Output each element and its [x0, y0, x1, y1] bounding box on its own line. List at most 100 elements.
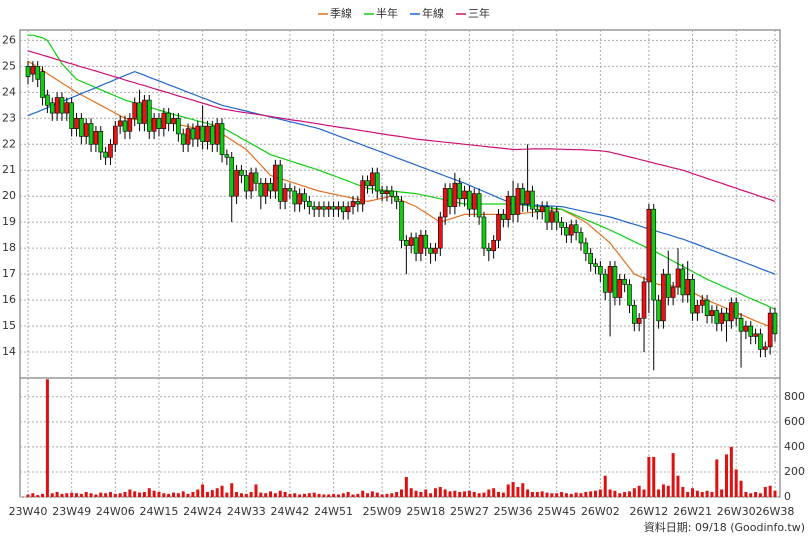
- volume-bar: [312, 492, 316, 497]
- candle-body: [632, 304, 637, 324]
- volume-bar: [380, 494, 384, 497]
- candle-body: [365, 180, 370, 187]
- candle-body: [311, 206, 317, 210]
- volume-bar: [191, 491, 195, 497]
- volume-bar: [463, 491, 467, 497]
- volume-bar: [443, 489, 447, 497]
- candle-body: [544, 206, 550, 223]
- volume-bar: [176, 493, 180, 497]
- volume-bar: [142, 491, 146, 497]
- candle-body: [481, 216, 487, 249]
- volume-bar: [361, 490, 365, 497]
- volume-bar: [293, 493, 297, 497]
- candle-body: [273, 164, 278, 192]
- candle-body: [113, 125, 118, 145]
- volume-bar: [370, 491, 374, 497]
- candle-body: [394, 195, 399, 202]
- volume-bar: [400, 489, 403, 497]
- candle-body: [428, 247, 433, 254]
- volume-bar: [511, 481, 515, 497]
- volume-bar: [729, 446, 733, 497]
- volume-bar: [60, 493, 64, 497]
- candle-body: [661, 273, 666, 322]
- candle-body: [166, 112, 171, 124]
- volume-bar: [65, 493, 69, 497]
- volume-bar: [55, 491, 59, 497]
- volume-bar: [521, 483, 525, 497]
- volume-bar: [438, 486, 442, 497]
- volume-bar: [113, 493, 117, 497]
- candle-body: [413, 237, 419, 254]
- y-tick-label: 20: [2, 189, 16, 202]
- candle-body: [146, 99, 152, 132]
- volume-bar: [720, 489, 724, 497]
- volume-bar: [429, 493, 433, 497]
- volume-bar: [239, 493, 243, 497]
- candle-body: [670, 286, 676, 298]
- volume-bar: [433, 488, 437, 497]
- candle-body: [243, 175, 249, 192]
- volume-bar: [385, 493, 389, 497]
- candle-body: [568, 224, 574, 236]
- candle-body: [598, 266, 603, 275]
- x-tick-label: 24W15: [140, 505, 179, 518]
- candle-body: [719, 312, 724, 324]
- candle-body: [229, 156, 235, 197]
- candle-body: [370, 172, 375, 187]
- volume-bar: [215, 488, 219, 497]
- candle-body: [79, 117, 84, 137]
- candle-body: [374, 172, 380, 192]
- candle-body: [505, 195, 511, 220]
- volume-bar: [414, 490, 418, 497]
- volume-bar: [608, 489, 612, 497]
- x-tick-label: 26W21: [673, 505, 712, 518]
- volume-bar: [501, 492, 505, 497]
- volume-bar: [366, 493, 370, 497]
- volume-bar: [419, 491, 423, 497]
- volume-bar: [157, 491, 161, 497]
- candle-body: [379, 190, 385, 194]
- candle-body: [573, 224, 579, 233]
- y-tick-label: 16: [2, 293, 16, 306]
- volume-bar: [594, 490, 598, 497]
- volume-bar: [235, 491, 239, 497]
- x-tick-label: 25W45: [537, 505, 576, 518]
- volume-bar: [244, 493, 248, 497]
- volume-bar: [133, 491, 137, 497]
- candle-body: [564, 227, 569, 236]
- y-tick-label: 24: [2, 85, 16, 98]
- candle-body: [510, 195, 516, 215]
- volume-bar: [555, 493, 559, 497]
- volume-bar: [637, 485, 641, 497]
- volume-bar: [603, 475, 607, 497]
- volume-bar: [230, 483, 234, 497]
- candle-body: [185, 128, 191, 145]
- volume-bar: [94, 494, 98, 497]
- volume-bar: [26, 494, 30, 497]
- volume-bar: [758, 493, 762, 497]
- candle-body: [340, 206, 346, 213]
- volume-bar: [497, 491, 501, 497]
- candle-body: [74, 117, 79, 129]
- volume-bar: [686, 491, 690, 497]
- volume-bar: [41, 493, 45, 497]
- candle-body: [685, 279, 690, 296]
- volume-bar: [128, 489, 132, 497]
- candle-body: [515, 188, 521, 215]
- legend-label: 半年: [376, 6, 398, 20]
- volume-bar: [749, 493, 753, 497]
- candle-body: [462, 190, 467, 200]
- candle-body: [30, 66, 36, 75]
- candle-body: [617, 279, 623, 298]
- candle-body: [176, 117, 181, 135]
- candle-body: [680, 268, 686, 296]
- source-note: 資料日期: 09/18 (Goodinfo.tw): [644, 520, 805, 534]
- x-tick-label: 26W02: [581, 505, 620, 518]
- candle-body: [132, 102, 138, 119]
- volume-bar: [123, 491, 127, 497]
- candle-body: [583, 242, 589, 254]
- volume-bar: [424, 489, 428, 497]
- volume-tick-label: 200: [784, 465, 805, 478]
- volume-bar: [700, 491, 704, 497]
- x-tick-label: 24W51: [314, 505, 353, 518]
